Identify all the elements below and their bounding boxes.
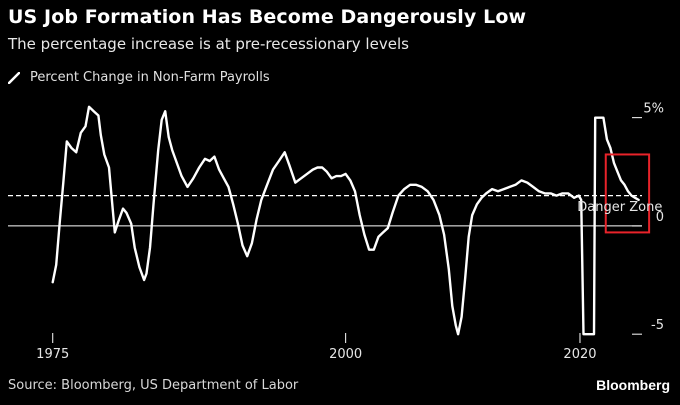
x-tick-label: 2020 [563,347,596,362]
danger-zone-label: Danger Zone [577,200,662,215]
chart-title: US Job Formation Has Become Dangerously … [8,6,527,28]
series-line [51,105,640,336]
y-tick-label: 0 [656,210,664,225]
danger-zone-box [604,153,651,234]
legend-line-swatch [8,71,20,84]
chart-legend: Percent Change in Non-Farm Payrolls [8,70,270,85]
y-tick-label: 5% [643,102,664,117]
chart-subtitle: The percentage increase is at pre-recess… [8,35,409,53]
x-tick-label: 1975 [36,347,69,362]
y-tick-label: -5 [651,318,664,333]
x-tick-label: 2000 [329,347,362,362]
source-note: Source: Bloomberg, US Department of Labo… [8,378,299,393]
bloomberg-logo: Bloomberg [596,377,670,393]
legend-label: Percent Change in Non-Farm Payrolls [30,70,270,85]
